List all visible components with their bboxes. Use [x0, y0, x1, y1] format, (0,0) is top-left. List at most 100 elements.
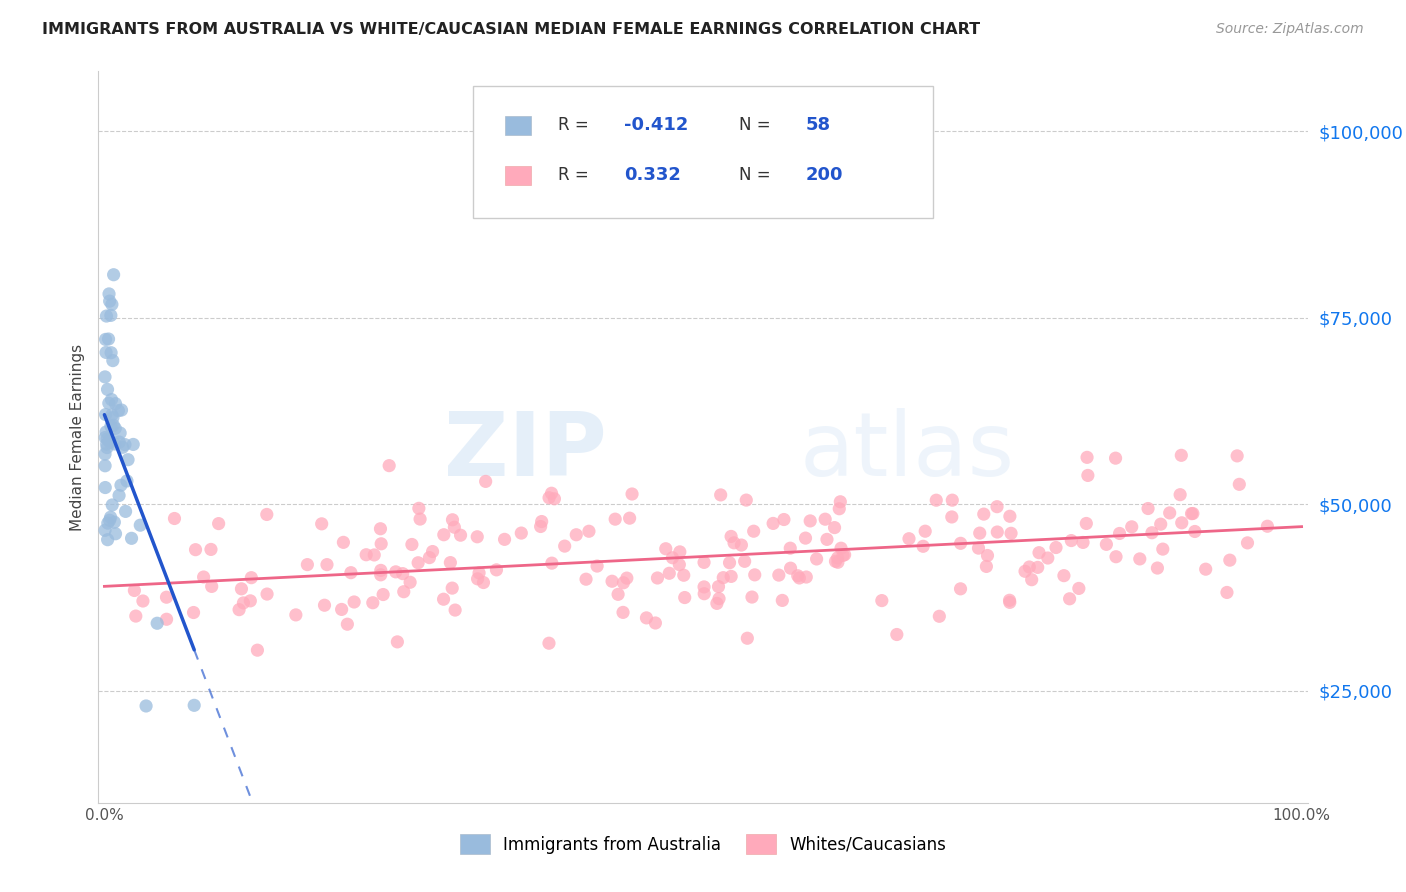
Point	[96, 383, 118, 397]
Point	[1076, 516, 1098, 531]
Point	[1108, 526, 1130, 541]
Point	[132, 594, 155, 608]
Point	[941, 510, 963, 524]
Point	[129, 518, 152, 533]
Point	[621, 487, 644, 501]
Y-axis label: Median Female Earnings: Median Female Earnings	[70, 343, 86, 531]
Point	[228, 602, 250, 616]
Point	[1071, 535, 1094, 549]
Point	[94, 408, 117, 422]
Point	[794, 570, 817, 584]
Point	[207, 516, 229, 531]
Point	[494, 533, 516, 547]
Point	[146, 616, 169, 631]
Point	[1121, 520, 1143, 534]
Point	[540, 486, 562, 500]
Point	[814, 512, 837, 526]
Point	[986, 524, 1008, 539]
Point	[537, 636, 560, 650]
Point	[100, 510, 122, 524]
Point	[1028, 546, 1050, 560]
Point	[718, 556, 741, 570]
Point	[94, 481, 117, 495]
Point	[246, 643, 269, 657]
Point	[330, 602, 353, 616]
Point	[998, 509, 1021, 524]
Point	[354, 548, 377, 562]
Point	[832, 549, 855, 563]
Point	[441, 581, 464, 595]
Point	[363, 548, 385, 562]
Point	[399, 575, 422, 590]
Point	[672, 568, 695, 582]
Point	[619, 511, 641, 525]
Point	[183, 606, 205, 620]
Point	[163, 511, 186, 525]
Point	[912, 539, 935, 553]
Point	[510, 526, 533, 541]
Point	[658, 566, 681, 581]
Point	[824, 520, 846, 534]
Point	[103, 268, 125, 282]
Point	[155, 612, 177, 626]
Text: atlas: atlas	[800, 409, 1015, 495]
Point	[1180, 507, 1202, 521]
Point	[693, 587, 716, 601]
Point	[193, 570, 215, 584]
Point	[114, 437, 136, 451]
Point	[101, 408, 124, 422]
Point	[104, 526, 127, 541]
Point	[600, 574, 623, 589]
Point	[450, 528, 472, 542]
Point	[444, 603, 467, 617]
Point	[799, 514, 821, 528]
Point	[96, 432, 118, 446]
Point	[103, 418, 125, 433]
Point	[1129, 552, 1152, 566]
Point	[408, 501, 430, 516]
Point	[1219, 553, 1241, 567]
Point	[104, 437, 127, 451]
Point	[100, 392, 122, 407]
Point	[1021, 573, 1043, 587]
Point	[297, 558, 319, 572]
Point	[707, 580, 730, 594]
Point	[586, 559, 609, 574]
Point	[830, 541, 852, 556]
Point	[370, 567, 392, 582]
Point	[762, 516, 785, 531]
Point	[201, 579, 224, 593]
Point	[1104, 451, 1126, 466]
Point	[1137, 501, 1160, 516]
Point	[370, 563, 392, 577]
Point	[1152, 542, 1174, 557]
Point	[316, 558, 339, 572]
Point	[655, 541, 678, 556]
Point	[256, 587, 278, 601]
Point	[1256, 519, 1278, 533]
Point	[100, 419, 122, 434]
Text: R =: R =	[558, 117, 593, 135]
Point	[706, 596, 728, 610]
Point	[422, 544, 444, 558]
Point	[110, 478, 132, 492]
Point	[723, 536, 745, 550]
Point	[94, 524, 117, 538]
Point	[770, 593, 793, 607]
Point	[1184, 524, 1206, 539]
Point	[94, 425, 117, 439]
Point	[336, 617, 359, 632]
Point	[98, 435, 121, 450]
Point	[578, 524, 600, 539]
Point	[97, 533, 120, 547]
Point	[97, 516, 120, 530]
Point	[370, 522, 392, 536]
Point	[1014, 564, 1036, 578]
Point	[530, 515, 553, 529]
Point	[1140, 525, 1163, 540]
Point	[1146, 561, 1168, 575]
Point	[104, 421, 127, 435]
Point	[928, 609, 950, 624]
Point	[668, 558, 690, 572]
Point	[485, 563, 508, 577]
